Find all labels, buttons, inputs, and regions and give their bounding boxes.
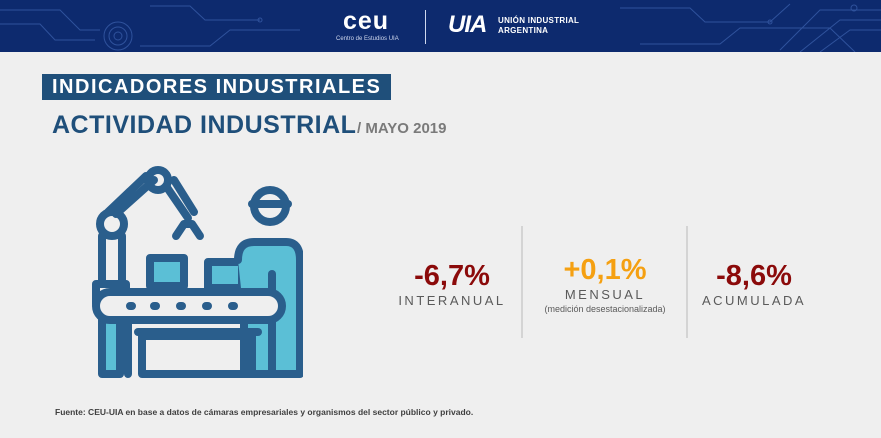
metric-interanual-value: -6,7% — [414, 260, 490, 292]
header-banner: ceu Centro de Estudios UIA UIA UNIÓN IND… — [0, 0, 881, 52]
metric-interanual-label: INTERANUAL — [398, 293, 506, 308]
circuit-decoration — [0, 3, 881, 52]
section-label: INDICADORES INDUSTRIALES — [42, 74, 392, 100]
uia-name-line1: UNIÓN INDUSTRIAL — [498, 16, 580, 25]
metric-separator — [521, 226, 523, 338]
page-title: ACTIVIDAD INDUSTRIAL — [52, 111, 357, 139]
metric-interanual: -6,7% INTERANUAL — [398, 260, 506, 308]
industrial-assembly-line-icon — [92, 166, 303, 378]
ceu-subtitle: Centro de Estudios UIA — [336, 36, 399, 42]
metric-acumulada: -8,6% ACUMULADA — [697, 260, 811, 308]
uia-name: UNIÓN INDUSTRIAL ARGENTINA — [498, 16, 579, 36]
uia-logo: UIA — [448, 11, 487, 38]
source-note: Fuente: CEU-UIA en base a datos de cámar… — [55, 407, 474, 417]
metric-separator — [686, 226, 688, 338]
metric-acumulada-label: ACUMULADA — [701, 293, 807, 308]
metric-acumulada-value: -8,6% — [716, 260, 792, 292]
metric-mensual: +0,1% MENSUAL (medición desestacionaliza… — [527, 254, 683, 314]
metric-mensual-label: MENSUAL — [564, 287, 646, 302]
metric-mensual-value: +0,1% — [563, 254, 647, 286]
uia-name-line2: ARGENTINA — [498, 26, 549, 35]
metric-mensual-note: (medición desestacionalizada) — [544, 304, 666, 314]
logo-divider — [425, 10, 426, 44]
page-period: / MAYO 2019 — [357, 120, 447, 137]
ceu-wordmark: ceu — [342, 7, 390, 35]
ceu-logo: ceu Centro de Estudios UIA — [336, 7, 399, 42]
